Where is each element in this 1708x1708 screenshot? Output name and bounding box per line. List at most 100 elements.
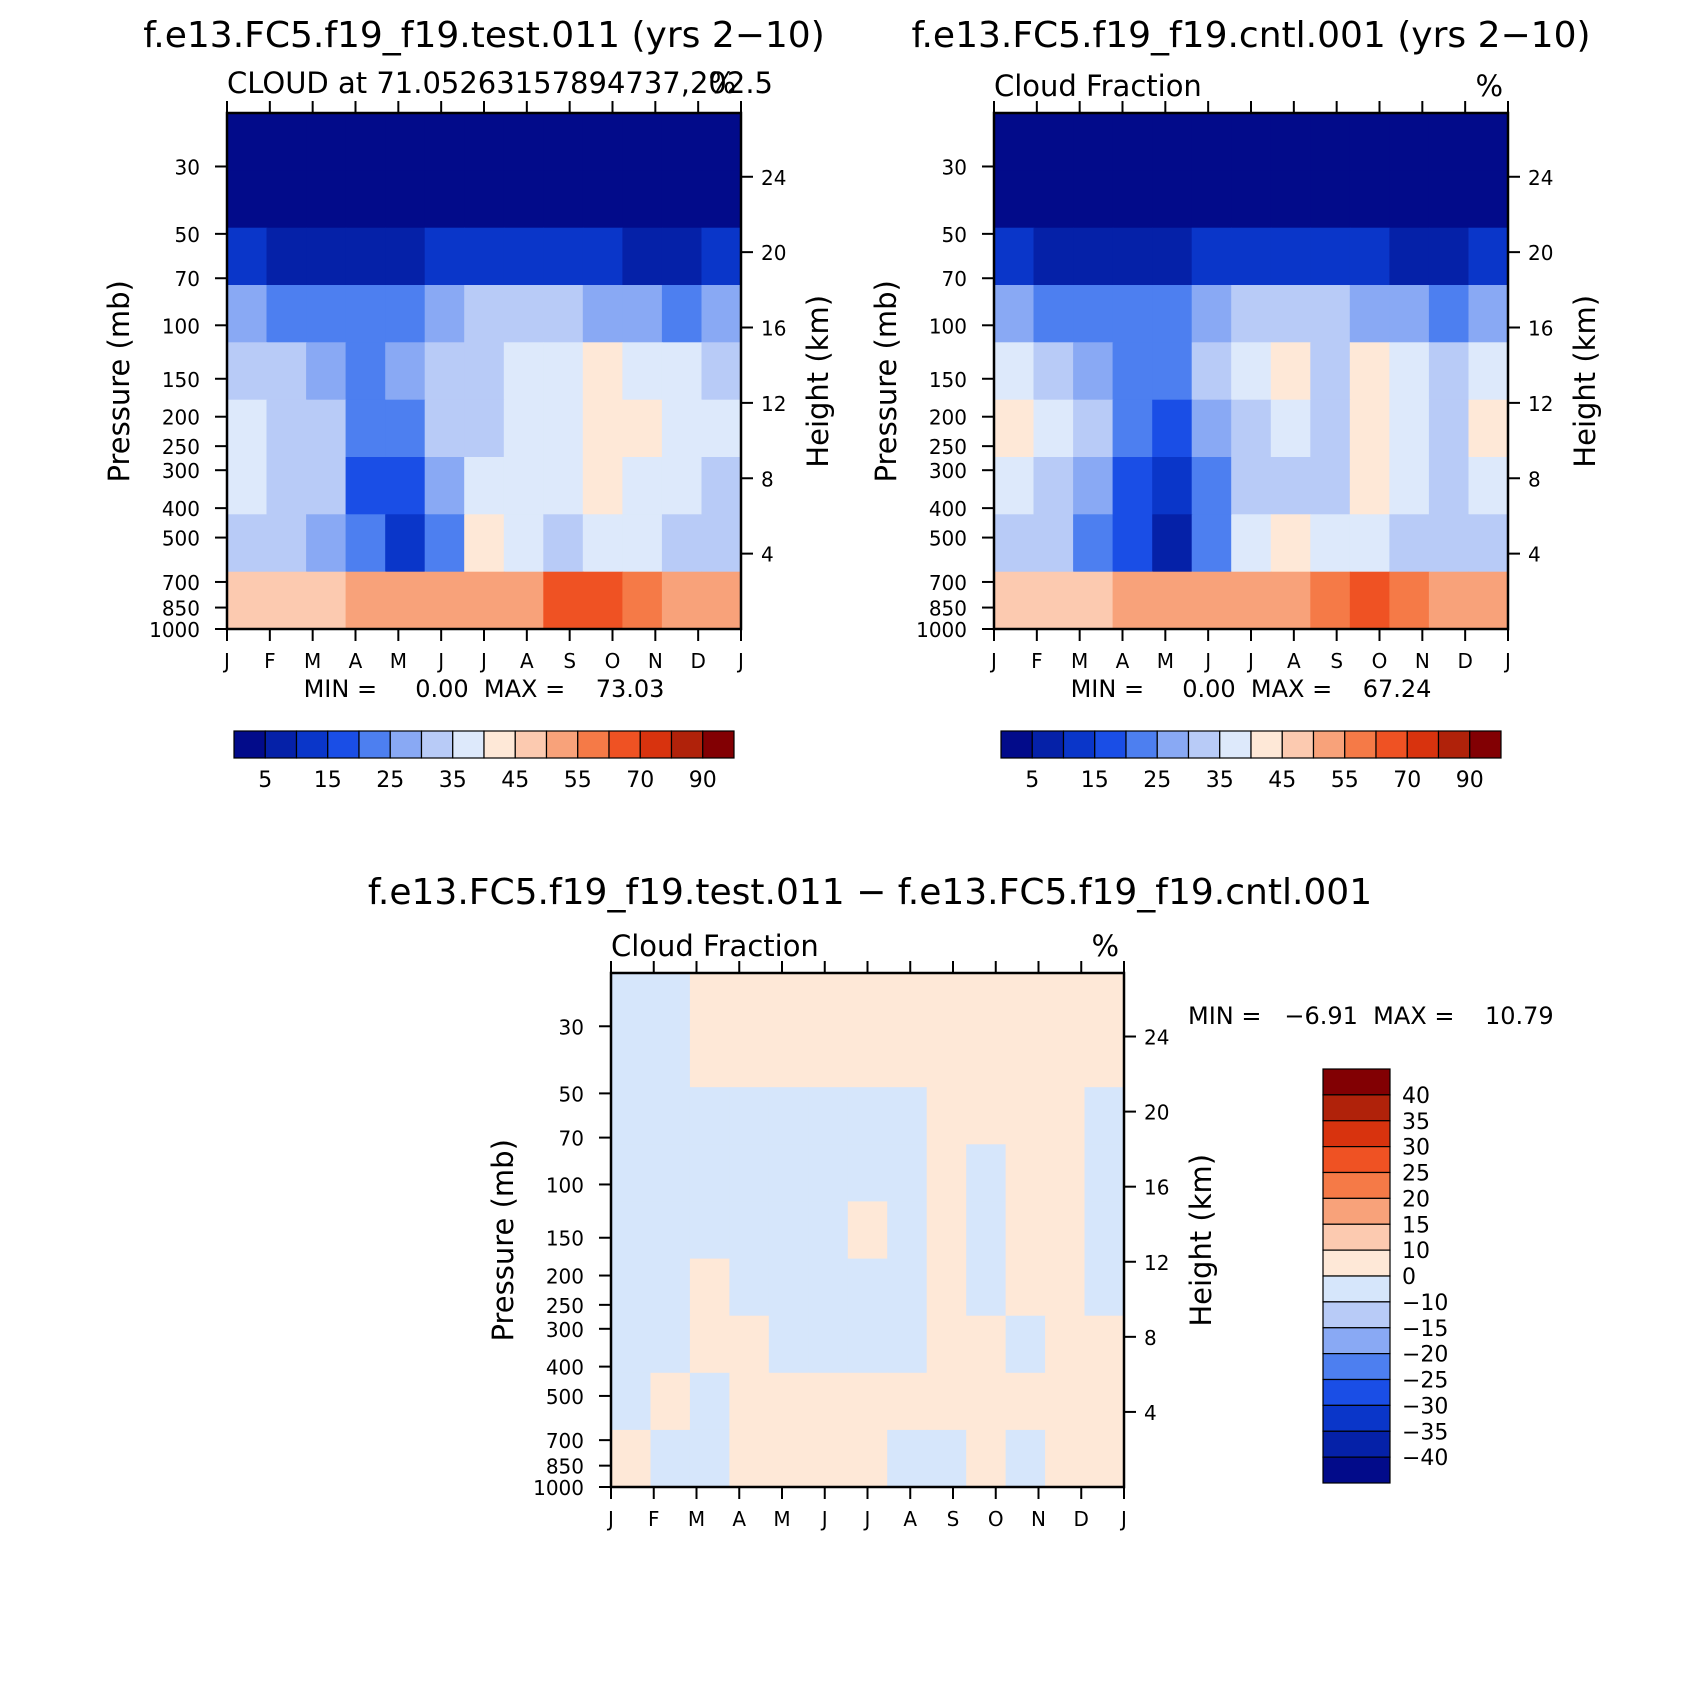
heatmap-cell	[1005, 973, 1046, 1031]
heatmap-cell	[926, 1372, 967, 1431]
y-tick-label-left: 250	[929, 435, 967, 459]
heatmap-cell	[543, 227, 584, 286]
heatmap-cell	[1231, 170, 1272, 229]
colorbar-label: −40	[1402, 1446, 1448, 1471]
heatmap-cell	[1005, 1315, 1046, 1374]
heatmap-cell	[582, 170, 624, 229]
x-tick-label: M	[1157, 649, 1174, 673]
x-tick-label: O	[988, 1507, 1004, 1531]
heatmap-cell	[729, 973, 770, 1031]
colorbar-swatch	[233, 730, 266, 759]
x-tick-label: J	[736, 649, 744, 673]
heatmap-cell	[701, 285, 742, 344]
panel-title: f.e13.FC5.f19_f19.cntl.001 (yrs 2−10)	[911, 15, 1590, 56]
heatmap-cell	[1045, 1315, 1086, 1374]
heatmap-cell	[1152, 227, 1193, 286]
y-tick-label-right: 24	[1144, 1026, 1169, 1050]
heatmap-cell	[1112, 342, 1153, 401]
colorbar-swatch	[1187, 730, 1221, 759]
heatmap-cell	[768, 1030, 810, 1088]
heatmap-cell	[464, 170, 505, 229]
heatmap-cell	[345, 285, 386, 344]
heatmap-cell	[464, 113, 505, 172]
y-tick-label-left: 400	[929, 497, 967, 521]
heatmap-cell	[1428, 457, 1470, 516]
panel-subtitle: Cloud Fraction	[611, 929, 819, 963]
heatmap-cell	[1112, 113, 1153, 172]
heatmap-cell	[887, 1030, 928, 1088]
heatmap-cell	[1349, 227, 1391, 286]
heatmap-cell	[887, 1144, 928, 1203]
heatmap-cell	[543, 113, 584, 172]
panel-test: f.e13.FC5.f19_f19.test.011 (yrs 2−10) CLO…	[102, 15, 835, 793]
heatmap-cell	[994, 457, 1035, 516]
y-tick-label-right: 24	[761, 166, 786, 190]
colorbar-swatch	[608, 730, 641, 759]
heatmap-cell	[689, 1372, 731, 1431]
heatmap-cell	[582, 399, 624, 458]
heatmap-cell	[385, 399, 426, 458]
heatmap-cell	[1389, 227, 1430, 286]
heatmap-cell	[306, 514, 347, 573]
heatmap-cell	[1310, 113, 1351, 172]
colorbar-label: −15	[1402, 1317, 1448, 1342]
heatmap-cell	[611, 973, 652, 1031]
heatmap-cell	[847, 1429, 889, 1488]
y-tick-label-left: 150	[546, 1227, 584, 1251]
heatmap-cell	[266, 457, 307, 516]
heatmap-cell	[1045, 1087, 1086, 1146]
colorbar-label: 25	[1143, 768, 1171, 793]
y-tick-label-left: 500	[929, 527, 967, 551]
heatmap-cell	[227, 399, 268, 458]
colorbar-swatch	[1219, 730, 1252, 759]
heatmap-cell	[847, 1372, 889, 1431]
heatmap-cell	[1045, 973, 1086, 1031]
heatmap-cell	[1468, 170, 1509, 229]
y-tick-label-left: 300	[546, 1318, 584, 1342]
heatmap-cell	[1231, 227, 1272, 286]
heatmap-cell	[543, 285, 584, 344]
heatmap-field	[994, 113, 1509, 630]
heatmap-cell	[1270, 113, 1312, 172]
heatmap-cell	[464, 227, 505, 286]
heatmap-cell	[1191, 457, 1232, 516]
heatmap-cell	[1152, 571, 1193, 630]
heatmap-cell	[622, 399, 663, 458]
y-tick-label-left: 150	[162, 368, 200, 392]
heatmap-cell	[1073, 285, 1114, 344]
panel-title: f.e13.FC5.f19_f19.test.011 (yrs 2−10)	[143, 15, 825, 56]
heatmap-cell	[1152, 399, 1193, 458]
y-tick-label-right: 8	[1528, 467, 1541, 491]
x-tick-label: A	[732, 1507, 746, 1531]
x-tick-label: M	[1071, 649, 1088, 673]
y-axis-label-right: Height (km)	[1568, 295, 1602, 468]
heatmap-cell	[582, 342, 624, 401]
heatmap-cell	[1084, 1315, 1125, 1374]
heatmap-cell	[424, 227, 465, 286]
colorbar-swatch	[389, 730, 423, 759]
y-tick-label-left: 400	[546, 1356, 584, 1380]
heatmap-cell	[266, 399, 307, 458]
colorbar-swatch	[1322, 1223, 1391, 1251]
colorbar-swatch	[577, 730, 610, 759]
heatmap-cell	[1033, 399, 1074, 458]
heatmap-cell	[1231, 571, 1272, 630]
heatmap-cell	[1389, 342, 1430, 401]
heatmap-cell	[768, 1144, 810, 1203]
heatmap-cell	[701, 342, 742, 401]
y-axis-label-right: Height (km)	[1184, 1154, 1218, 1327]
heatmap-cell	[1073, 457, 1114, 516]
y-tick-label-left: 1000	[533, 1476, 584, 1500]
y-tick-label-left: 70	[559, 1127, 584, 1151]
heatmap-cell	[424, 170, 465, 229]
heatmap-cell	[622, 514, 663, 573]
heatmap-cell	[1152, 457, 1193, 516]
colorbar-swatch	[1406, 730, 1440, 759]
heatmap-cell	[582, 227, 624, 286]
heatmap-cell	[345, 227, 386, 286]
heatmap-cell	[582, 571, 624, 630]
heatmap-cell	[1191, 170, 1232, 229]
heatmap-cell	[1468, 113, 1509, 172]
panel-title: f.e13.FC5.f19_f19.test.011 − f.e13.FC5.f…	[368, 872, 1372, 913]
